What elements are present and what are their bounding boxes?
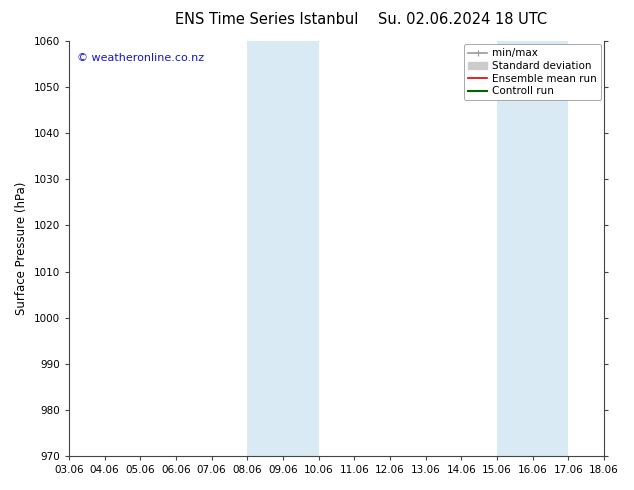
Text: ENS Time Series Istanbul: ENS Time Series Istanbul xyxy=(174,12,358,27)
Bar xyxy=(247,41,319,456)
Text: © weatheronline.co.nz: © weatheronline.co.nz xyxy=(77,53,204,64)
Y-axis label: Surface Pressure (hPa): Surface Pressure (hPa) xyxy=(15,182,28,315)
Legend: min/max, Standard deviation, Ensemble mean run, Controll run: min/max, Standard deviation, Ensemble me… xyxy=(464,44,601,100)
Text: Su. 02.06.2024 18 UTC: Su. 02.06.2024 18 UTC xyxy=(378,12,547,27)
Bar xyxy=(497,41,569,456)
